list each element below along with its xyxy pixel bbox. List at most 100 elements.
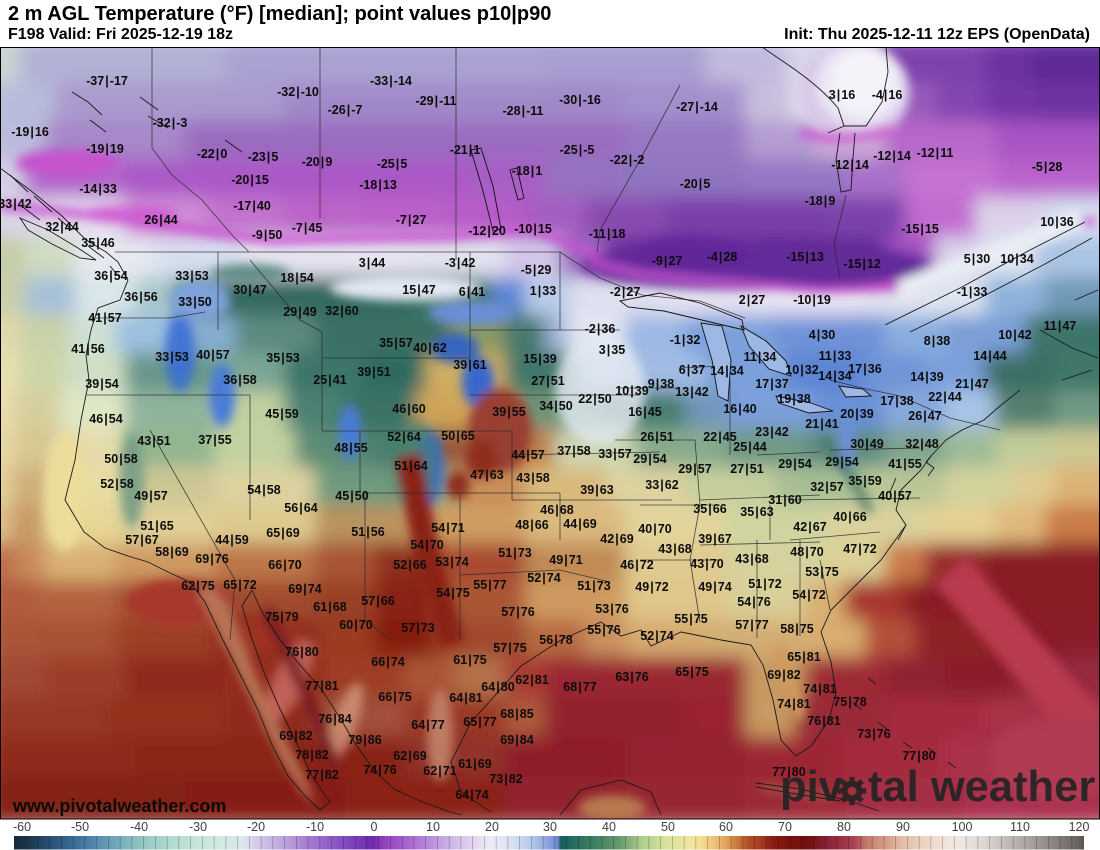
svg-text:69 | 82: 69 | 82 <box>767 668 800 682</box>
svg-text:6 | 41: 6 | 41 <box>459 285 485 299</box>
svg-text:26 | 47: 26 | 47 <box>908 409 941 423</box>
svg-text:52 | 74: 52 | 74 <box>640 629 673 643</box>
svg-text:74 | 81: 74 | 81 <box>803 682 836 696</box>
svg-text:-5 | 28: -5 | 28 <box>1032 160 1063 174</box>
svg-text:11 | 34: 11 | 34 <box>744 350 777 364</box>
svg-text:69 | 84: 69 | 84 <box>500 733 533 747</box>
svg-text:70: 70 <box>778 820 792 834</box>
svg-text:61 | 68: 61 | 68 <box>313 600 346 614</box>
svg-text:54 | 71: 54 | 71 <box>431 521 464 535</box>
svg-text:piv: piv <box>780 763 843 811</box>
svg-text:66 | 74: 66 | 74 <box>371 655 404 669</box>
svg-text:39 | 63: 39 | 63 <box>580 483 613 497</box>
svg-text:33 | 50: 33 | 50 <box>178 295 211 309</box>
svg-text:10 | 42: 10 | 42 <box>998 328 1031 342</box>
svg-text:78 | 82: 78 | 82 <box>295 748 328 762</box>
svg-text:57 | 77: 57 | 77 <box>735 618 768 632</box>
svg-text:41 | 56: 41 | 56 <box>71 342 104 356</box>
svg-text:www.pivotalweather.com: www.pivotalweather.com <box>12 796 226 816</box>
svg-text:3 | 16: 3 | 16 <box>829 88 855 102</box>
svg-text:-18 | 1: -18 | 1 <box>512 164 543 178</box>
svg-text:1 | 33: 1 | 33 <box>530 284 556 298</box>
svg-text:17 | 38: 17 | 38 <box>880 394 913 408</box>
svg-text:4 | 30: 4 | 30 <box>809 328 835 342</box>
svg-text:-19 | 16: -19 | 16 <box>11 125 49 139</box>
svg-text:-12 | 11: -12 | 11 <box>917 146 954 160</box>
svg-text:11 | 47: 11 | 47 <box>1044 319 1077 333</box>
svg-text:-60: -60 <box>13 820 31 834</box>
svg-text:14 | 44: 14 | 44 <box>973 349 1006 363</box>
svg-text:80: 80 <box>837 820 851 834</box>
svg-text:tal weather: tal weather <box>868 763 1095 811</box>
svg-text:52 | 74: 52 | 74 <box>527 571 560 585</box>
svg-text:45 | 50: 45 | 50 <box>335 489 368 503</box>
svg-text:42 | 69: 42 | 69 <box>600 532 633 546</box>
svg-text:21 | 41: 21 | 41 <box>805 417 838 431</box>
svg-text:-7 | 45: -7 | 45 <box>292 221 323 235</box>
svg-text:-27 | -14: -27 | -14 <box>676 100 718 114</box>
svg-text:43 | 68: 43 | 68 <box>658 542 691 556</box>
svg-text:62 | 75: 62 | 75 <box>181 579 214 593</box>
svg-text:-50: -50 <box>71 820 89 834</box>
svg-text:35 | 59: 35 | 59 <box>848 474 881 488</box>
svg-text:63 | 76: 63 | 76 <box>615 670 648 684</box>
svg-text:53 | 76: 53 | 76 <box>595 602 628 616</box>
svg-text:-21 | 1: -21 | 1 <box>450 143 481 157</box>
svg-text:-12 | 14: -12 | 14 <box>831 158 869 172</box>
svg-text:-29 | -11: -29 | -11 <box>415 94 456 108</box>
svg-text:9 | 38: 9 | 38 <box>648 377 674 391</box>
svg-text:69 | 74: 69 | 74 <box>288 582 321 596</box>
svg-text:51 | 56: 51 | 56 <box>351 525 384 539</box>
svg-text:30 | 49: 30 | 49 <box>850 437 883 451</box>
svg-text:69 | 76: 69 | 76 <box>195 552 228 566</box>
svg-text:14 | 34: 14 | 34 <box>818 369 851 383</box>
svg-text:-2 | 27: -2 | 27 <box>610 285 641 299</box>
svg-text:57 | 66: 57 | 66 <box>361 594 394 608</box>
svg-text:45 | 59: 45 | 59 <box>265 407 298 421</box>
svg-text:75 | 79: 75 | 79 <box>265 610 298 624</box>
svg-text:10 | 34: 10 | 34 <box>1000 252 1033 266</box>
svg-text:58 | 69: 58 | 69 <box>155 545 188 559</box>
svg-text:49 | 71: 49 | 71 <box>549 553 582 567</box>
svg-text:66 | 70: 66 | 70 <box>268 558 301 572</box>
svg-text:74 | 81: 74 | 81 <box>777 697 810 711</box>
svg-text:55 | 75: 55 | 75 <box>674 612 707 626</box>
svg-text:57 | 67: 57 | 67 <box>125 533 158 547</box>
svg-text:56 | 78: 56 | 78 <box>539 633 572 647</box>
svg-text:15 | 39: 15 | 39 <box>523 352 556 366</box>
svg-text:46 | 54: 46 | 54 <box>89 412 122 426</box>
svg-text:62 | 69: 62 | 69 <box>393 749 426 763</box>
svg-text:76 | 80: 76 | 80 <box>285 645 318 659</box>
svg-text:-11 | 18: -11 | 18 <box>589 227 626 241</box>
svg-text:51 | 73: 51 | 73 <box>577 579 610 593</box>
svg-text:-25 | -5: -25 | -5 <box>560 143 595 157</box>
svg-text:64 | 74: 64 | 74 <box>455 788 488 802</box>
svg-text:8 | 38: 8 | 38 <box>924 334 950 348</box>
svg-text:5 | 30: 5 | 30 <box>964 252 990 266</box>
svg-text:32 | 60: 32 | 60 <box>325 304 358 318</box>
svg-text:-26 | -7: -26 | -7 <box>328 103 363 117</box>
svg-text:61 | 75: 61 | 75 <box>453 653 486 667</box>
svg-text:-3 | 42: -3 | 42 <box>445 256 476 270</box>
svg-text:58 | 75: 58 | 75 <box>780 622 813 636</box>
svg-text:35 | 66: 35 | 66 <box>693 502 726 516</box>
svg-text:47 | 63: 47 | 63 <box>470 468 503 482</box>
svg-text:-7 | 27: -7 | 27 <box>396 213 427 227</box>
svg-text:3 | 44: 3 | 44 <box>359 256 385 270</box>
svg-text:56 | 64: 56 | 64 <box>284 501 317 515</box>
svg-text:16 | 40: 16 | 40 <box>723 402 756 416</box>
svg-text:29 | 49: 29 | 49 <box>283 305 316 319</box>
svg-text:50: 50 <box>661 820 675 834</box>
svg-text:65 | 77: 65 | 77 <box>463 715 496 729</box>
svg-text:40 | 66: 40 | 66 <box>833 510 866 524</box>
svg-text:74 | 76: 74 | 76 <box>363 763 396 777</box>
svg-text:-1 | 33: -1 | 33 <box>957 285 988 299</box>
svg-text:62 | 81: 62 | 81 <box>515 673 548 687</box>
svg-text:-32 | -10: -32 | -10 <box>277 85 319 99</box>
svg-text:110: 110 <box>1010 820 1030 834</box>
svg-text:39 | 55: 39 | 55 <box>492 405 525 419</box>
svg-text:14 | 34: 14 | 34 <box>710 364 743 378</box>
svg-text:29 | 54: 29 | 54 <box>778 457 811 471</box>
svg-text:27 | 51: 27 | 51 <box>730 462 763 476</box>
svg-text:20 | 39: 20 | 39 <box>840 407 873 421</box>
